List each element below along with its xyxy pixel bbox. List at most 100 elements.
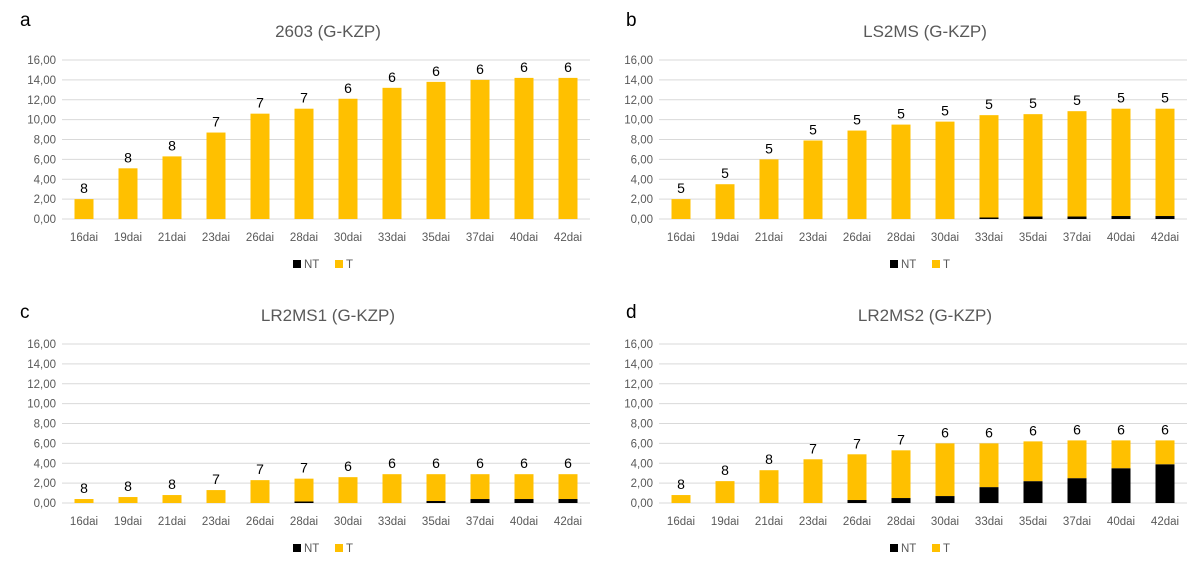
data-label: 7 [853, 435, 861, 451]
bar-t [671, 495, 691, 503]
x-tick-label: 37dai [1063, 232, 1091, 244]
x-tick-label: 33dai [975, 232, 1003, 244]
y-tick-label: 2,00 [34, 478, 56, 490]
bar-t [1111, 108, 1131, 217]
bar-t [558, 77, 578, 219]
x-tick-label: 30dai [334, 232, 362, 244]
x-tick-label: 28dai [887, 516, 915, 528]
bar-t [250, 113, 270, 219]
data-label: 6 [985, 424, 993, 440]
x-tick-label: 26dai [843, 516, 871, 528]
data-label: 6 [1161, 421, 1169, 437]
x-tick-label: 30dai [931, 516, 959, 528]
bar-t [206, 132, 226, 219]
data-label: 8 [168, 137, 176, 153]
data-label: 5 [765, 140, 773, 156]
data-label: 6 [432, 63, 440, 79]
bar-t [426, 81, 446, 219]
data-label: 7 [212, 114, 220, 130]
y-tick-label: 10,00 [624, 115, 653, 127]
x-tick-label: 19dai [711, 516, 739, 528]
bar-t [162, 495, 182, 503]
chart-panel-d: d LR2MS2 (G-KZP) 0,00 2,00 4,00 6,00 8,00 10,0… [597, 284, 1193, 567]
y-tick-label: 12,00 [624, 379, 653, 391]
data-label: 8 [124, 478, 132, 494]
y-tick-label: 12,00 [27, 379, 56, 391]
data-label: 7 [300, 460, 308, 476]
bar-nt [1067, 216, 1087, 219]
legend-swatch-nt [890, 260, 898, 268]
x-tick-label: 42dai [1151, 516, 1179, 528]
y-tick-label: 4,00 [631, 174, 653, 186]
bar-t [294, 478, 314, 502]
legend-label: NT [304, 543, 319, 555]
y-tick-label: 14,00 [624, 75, 653, 87]
y-tick-label: 8,00 [34, 135, 56, 147]
data-label: 6 [520, 59, 528, 75]
y-tick-label: 16,00 [624, 55, 653, 67]
chart-svg: LR2MS2 (G-KZP) 0,00 2,00 4,00 6,00 8,00 10,00 1… [624, 306, 1187, 555]
x-tick-label: 19dai [114, 516, 142, 528]
legend-label: T [346, 543, 353, 555]
bar-t [1023, 114, 1043, 217]
y-tick-label: 0,00 [631, 498, 653, 510]
legend-swatch-t [932, 260, 940, 268]
bar-t [671, 199, 691, 219]
data-label: 8 [168, 476, 176, 492]
bar-t [759, 159, 779, 219]
bar-t [74, 199, 94, 219]
data-label: 8 [721, 462, 729, 478]
x-tick-label: 33dai [378, 516, 406, 528]
x-tick-label: 35dai [1019, 232, 1047, 244]
legend-label: T [346, 259, 353, 271]
bar-nt [891, 498, 911, 503]
chart-title: LR2MS1 (G-KZP) [261, 306, 395, 325]
data-label: 6 [1117, 421, 1125, 437]
data-label: 8 [677, 476, 685, 492]
data-label: 5 [1161, 90, 1169, 106]
data-label: 5 [1117, 90, 1125, 106]
panel-letter: a [20, 10, 31, 31]
chart-svg: LS2MS (G-KZP) 0,00 2,00 4,00 6,00 8,00 10,00 12… [624, 22, 1187, 271]
x-tick-label: 37dai [466, 232, 494, 244]
bar-t [74, 499, 94, 503]
data-label: 5 [897, 106, 905, 122]
y-tick-label: 4,00 [631, 458, 653, 470]
chart-title: LR2MS2 (G-KZP) [858, 306, 992, 325]
bar-t [1111, 440, 1131, 469]
data-label: 8 [80, 480, 88, 496]
legend-swatch-t [335, 260, 343, 268]
x-tick-label: 30dai [334, 516, 362, 528]
legend-label: NT [901, 543, 916, 555]
bar-t [803, 140, 823, 219]
legend-label: NT [901, 259, 916, 271]
bar-nt [426, 501, 446, 503]
data-label: 5 [809, 121, 817, 137]
data-label: 8 [765, 451, 773, 467]
x-tick-label: 28dai [290, 516, 318, 528]
bar-t [206, 490, 226, 503]
bar-t [470, 79, 490, 219]
chart-panel-b: b LS2MS (G-KZP) 0,00 2,00 4,00 6,00 8,00 10,00… [597, 0, 1193, 283]
y-tick-label: 2,00 [631, 194, 653, 206]
bar-nt [979, 217, 999, 219]
bar-t [1067, 440, 1087, 479]
y-tick-label: 8,00 [631, 135, 653, 147]
bar-t [338, 98, 358, 219]
bar-nt [470, 499, 490, 503]
bar-nt [1023, 481, 1043, 503]
x-tick-label: 19dai [114, 232, 142, 244]
bar-t [891, 124, 911, 219]
x-tick-label: 23dai [202, 232, 230, 244]
x-tick-label: 26dai [246, 232, 274, 244]
chart-svg: 2603 (G-KZP) 0,00 2,00 4,00 6,00 8,00 10,00 12,… [27, 22, 590, 271]
y-tick-label: 16,00 [27, 339, 56, 351]
data-label: 6 [432, 455, 440, 471]
y-tick-label: 16,00 [27, 55, 56, 67]
x-tick-label: 40dai [510, 232, 538, 244]
data-label: 6 [388, 455, 396, 471]
data-label: 6 [476, 61, 484, 77]
y-tick-label: 4,00 [34, 458, 56, 470]
data-label: 7 [809, 440, 817, 456]
data-label: 5 [941, 103, 949, 119]
